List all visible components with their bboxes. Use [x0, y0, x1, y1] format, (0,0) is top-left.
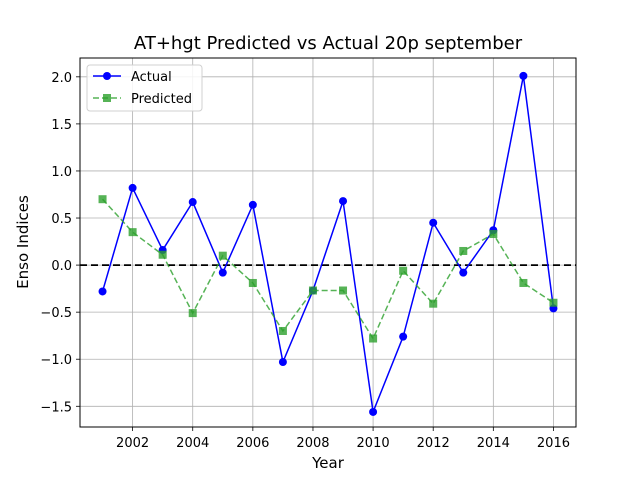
actual-point [248, 200, 257, 209]
y-tick-label: −0.5 [40, 306, 72, 321]
actual-point [128, 183, 137, 192]
predicted-point [98, 195, 107, 204]
actual-series-line [101, 75, 555, 415]
predicted-point [278, 326, 287, 335]
x-tick-label: 2014 [477, 436, 510, 451]
x-tick-label: 2008 [296, 436, 329, 451]
x-tick-label: 2010 [357, 436, 390, 451]
predicted-point [218, 251, 227, 260]
legend-predicted-label: Predicted [131, 92, 192, 107]
x-tick-label: 2002 [116, 436, 149, 451]
predicted-point [188, 309, 197, 318]
actual-point [459, 268, 468, 277]
x-tick-label: 2016 [537, 436, 570, 451]
y-tick-label: −1.0 [40, 353, 72, 368]
legend: Actual Predicted [86, 64, 203, 112]
actual-point [339, 197, 348, 206]
plot-frame [79, 57, 577, 428]
predicted-point [158, 250, 167, 259]
series [98, 71, 558, 416]
predicted-series-line [101, 198, 554, 341]
predicted-point [248, 278, 257, 287]
y-axis: −1.5 −1.0 −0.5 0.0 0.5 1.0 1.5 2.0 [40, 71, 80, 415]
legend-actual-marker [103, 72, 111, 80]
actual-point [188, 198, 197, 207]
x-tick-label: 2012 [417, 436, 450, 451]
x-axis: 2002 2004 2006 2008 2010 2012 2014 2016 [116, 427, 570, 451]
y-tick-label: 2.0 [51, 71, 72, 86]
x-tick-label: 2006 [236, 436, 269, 451]
predicted-point [128, 228, 137, 237]
actual-point [278, 358, 287, 367]
predicted-point [399, 266, 408, 275]
y-tick-label: 0.5 [51, 212, 72, 227]
actual-point [218, 268, 227, 277]
predicted-point [369, 334, 378, 343]
predicted-point [519, 278, 528, 287]
legend-predicted-marker [103, 94, 111, 102]
y-tick-label: 1.0 [51, 165, 72, 180]
x-tick-label: 2004 [176, 436, 209, 451]
actual-point [369, 407, 378, 416]
predicted-point [429, 299, 438, 308]
y-tick-label: 1.5 [51, 118, 72, 133]
actual-point [429, 218, 438, 227]
predicted-point [549, 298, 558, 307]
y-tick-label: −1.5 [40, 400, 72, 415]
x-axis-label: Year [311, 454, 345, 472]
grid [80, 58, 576, 427]
predicted-point [489, 230, 498, 239]
predicted-point [459, 246, 468, 255]
actual-point [519, 71, 528, 80]
legend-actual-label: Actual [131, 70, 172, 85]
y-tick-label: 0.0 [51, 259, 72, 274]
predicted-point [339, 286, 348, 295]
actual-point [98, 287, 107, 296]
y-axis-label: Enso Indices [14, 195, 32, 289]
chart-title: AT+hgt Predicted vs Actual 20p september [134, 33, 523, 54]
actual-point [399, 332, 408, 341]
predicted-point [308, 286, 317, 295]
